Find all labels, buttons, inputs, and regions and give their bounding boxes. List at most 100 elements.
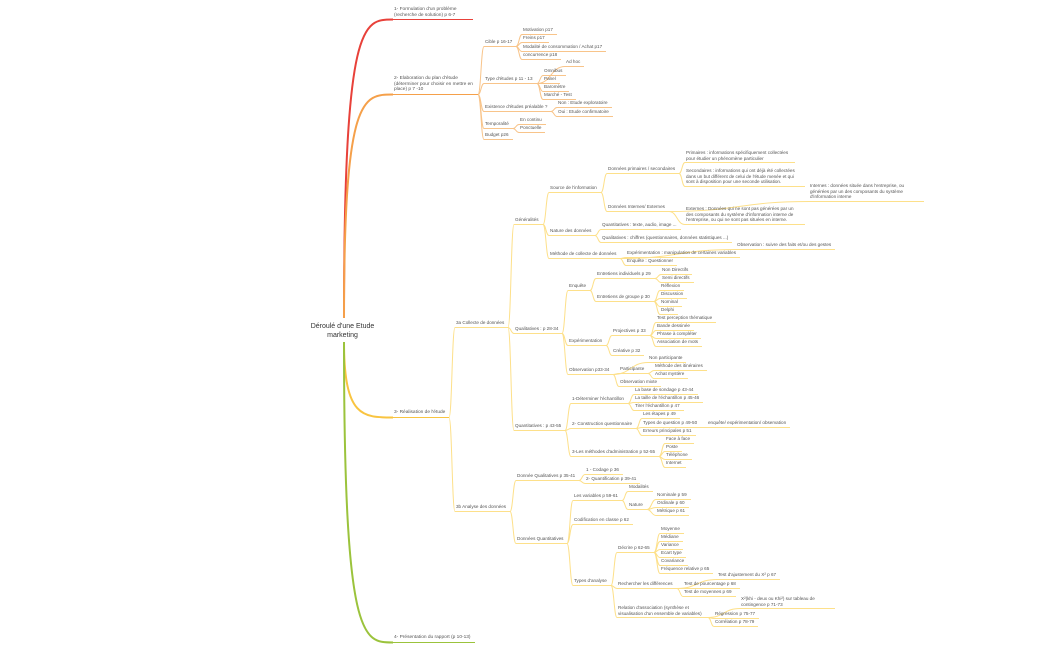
- node-internes-donne-es-situe-e-dans-l-entrepr[interactable]: Internes : données située dans l'entrepr…: [809, 183, 924, 202]
- node-tirer-l-e-chantillon-p-47[interactable]: Tirer l'échantillon p 47: [634, 403, 684, 411]
- node-entretiens-de-groupe-p-30[interactable]: Entretiens de groupe p 30: [596, 294, 654, 302]
- node-me-trique-p-61[interactable]: Métrique p 61: [656, 508, 690, 516]
- node-achat-myste-re[interactable]: Achat mystère: [654, 371, 689, 379]
- node-nominal[interactable]: Nominal: [660, 299, 682, 307]
- node-freins-p17[interactable]: Freins p17: [522, 35, 549, 43]
- node-2-construction-questionnaire[interactable]: 2- Construction questionnaire: [571, 421, 637, 429]
- node-phrase-a-comple-ter[interactable]: Phrase à compléter: [656, 331, 701, 339]
- node-de-crire-p-62-65[interactable]: Décrire p 62-65: [617, 545, 654, 553]
- node-concurrence-p18[interactable]: concurrence p18: [522, 52, 562, 60]
- node-moyenne[interactable]: Moyenne: [660, 526, 684, 534]
- node-existence-d-e-tudes-pre-alable[interactable]: Existence d'études préalable ?: [484, 104, 552, 112]
- node-externes-donne-es-qui-ne-sont-pas-ge-ne-[interactable]: Externes : Données qui ne sont pas génér…: [685, 206, 805, 225]
- node-khi-deux-ou-khi-sur-tableau-de-contingen[interactable]: Χ²(khi - deux ou Khi²) sur tableau de co…: [740, 596, 835, 610]
- node-re-gression-p-75-77[interactable]: Régression p 75-77: [714, 611, 760, 619]
- node-non-etude-exploratoire[interactable]: Non : Etude exploratoire: [557, 100, 612, 108]
- node-observation-mixte[interactable]: Observation mixte: [619, 379, 662, 387]
- node-nature-des-donne-es[interactable]: Nature des données: [549, 228, 596, 236]
- node-me-thode-des-itine-raires[interactable]: Méthode des itinéraires: [654, 363, 707, 371]
- node-types-d-analyse[interactable]: Types d'analyse: [573, 578, 611, 586]
- node-test-perception-the-matique[interactable]: Test perception thématique: [656, 315, 717, 323]
- node-2-quantification-p-39-41[interactable]: 2- Quantification p 39-41: [585, 476, 641, 484]
- node-ge-ne-ralite-s[interactable]: Généralités: [514, 217, 543, 225]
- node-ordinale-p-60[interactable]: Ordinale p 60: [656, 500, 689, 508]
- node-oui-etude-confirmatoire[interactable]: Oui : Etude confirmatoire: [557, 109, 613, 117]
- node-expe-rimentation-manipulation-de-certain[interactable]: Expérimentation : manipulation de certai…: [626, 250, 741, 258]
- node-1-codage-p-36[interactable]: 1 - Codage p 36: [585, 467, 623, 475]
- node-3-re-alisation-de-l-e-tude[interactable]: 3- Réalisation de l'étude: [393, 410, 450, 418]
- node-3b-analyse-des-donne-es[interactable]: 3b Analyse des données: [455, 504, 511, 512]
- node-cible-p-16-17[interactable]: Cible p 16-17: [484, 39, 517, 47]
- node-donne-es-quantitatives[interactable]: Données Quantitatives: [516, 536, 568, 544]
- node-non-participante[interactable]: Non participante: [648, 355, 687, 363]
- node-4-pre-sentation-du-rapport-p-10-13[interactable]: 4- Présentation du rapport (p 10-13): [393, 635, 475, 643]
- node-1-formulation-d-un-proble-me-recherche-d[interactable]: 1- Formulation d'un problème (recherche …: [393, 7, 473, 21]
- node-test-de-moyennes-p-69[interactable]: Test de moyennes p 69: [683, 589, 736, 597]
- node-omnibus[interactable]: Omnibus: [543, 68, 567, 76]
- node-la-base-de-sondage-p-43-44[interactable]: La base de sondage p 43-44: [634, 387, 698, 395]
- node-corre-lation-p-78-79[interactable]: Corrélation p 78-79: [714, 619, 759, 627]
- node-1-de-terminer-l-e-chantillon[interactable]: 1-Déterminer l'échantillon: [571, 396, 628, 404]
- node-re-flexion[interactable]: Réflexion: [660, 283, 685, 291]
- node-relation-d-association-synthe-se-et-visu[interactable]: Relation d'association (synthèse et visu…: [617, 605, 708, 619]
- node-cre-ative-p-32[interactable]: Créative p 32: [612, 348, 645, 356]
- node-poste[interactable]: Poste: [665, 444, 682, 452]
- node-enque-te[interactable]: Enquête: [568, 283, 591, 291]
- node-qualitatives-chiffres-questionnaires-don[interactable]: Qualitatives : chiffres (questionnaires,…: [601, 235, 733, 243]
- node-quantitatives-p-43-55[interactable]: Quantitatives : p 43-55: [514, 423, 566, 431]
- node-modalite-de-consommation-achat-p17[interactable]: Modalité de consommation / Achat p17: [522, 44, 607, 52]
- node-rechercher-les-diffe-rences[interactable]: Rechercher les différences: [617, 581, 677, 589]
- node-test-d-ajustement-du-p-67[interactable]: Test d'ajustement du Χ² p 67: [717, 572, 781, 580]
- node-en-continu[interactable]: En continu: [519, 117, 546, 125]
- node-primaires-informations-spe-cifiquement-c[interactable]: Primaires : informations spécifiquement …: [685, 150, 795, 164]
- node-enque-te-expe-rimentation-observation[interactable]: enquête/ expérimentation/ observation: [707, 420, 791, 428]
- node-les-e-tapes-p-49[interactable]: Les étapes p 49: [642, 411, 680, 419]
- node-non-directifs[interactable]: Non Directifs: [661, 267, 693, 275]
- node-motivation-p17[interactable]: Motivation p17: [522, 27, 557, 35]
- node-3-les-me-thodes-d-administration-p-52-55[interactable]: 3-Les méthodes d'administration p 52-55: [571, 449, 660, 457]
- node-codification-en-classe-p-62[interactable]: Codification en classe p 62: [573, 517, 633, 525]
- node-donne-es-primaires-secondaires[interactable]: Données primaires / secondaires: [607, 166, 680, 174]
- node-ad-hoc[interactable]: Ad hoc: [565, 59, 585, 67]
- node-nature[interactable]: Nature: [628, 502, 647, 510]
- node-temporalite[interactable]: Temporalité: [484, 121, 513, 129]
- node-me-diane[interactable]: Médiane: [660, 534, 683, 542]
- node-test-de-pourcentage-p-68[interactable]: Test de pourcentage p 68: [683, 581, 740, 589]
- node-types-de-question-p-49-50[interactable]: Types de question p 49-50: [642, 420, 702, 428]
- node-observation-p33-34[interactable]: Observation p33-34: [568, 367, 614, 375]
- node-nominale-p-59[interactable]: Nominale p 59: [656, 492, 691, 500]
- node-secondaires-informations-qui-ont-de-ja-e[interactable]: Secondaires : informations qui ont déjà …: [685, 168, 805, 187]
- node-erreurs-principales-p-51[interactable]: Erreurs principales p 51: [642, 428, 696, 436]
- node-ecart-type[interactable]: Ecart type: [660, 550, 686, 558]
- node-donne-es-internes-externes[interactable]: Données Internes/ Externes: [607, 204, 669, 212]
- node-te-le-phone[interactable]: Téléphone: [665, 452, 692, 460]
- node-quantitatives-texte-audio-image[interactable]: Quantitatives : texte, audio, image ...: [601, 222, 681, 230]
- node-entretiens-individuels-p-29[interactable]: Entretiens individuels p 29: [596, 271, 655, 279]
- node-me-thode-de-collecte-de-donne-es[interactable]: Méthode de collecte de données: [549, 251, 621, 259]
- node-expe-rimentation[interactable]: Expérimentation: [568, 338, 607, 346]
- node-modalite-s[interactable]: Modalités: [628, 484, 653, 492]
- node-type-d-e-tudes-p-11-13[interactable]: Type d'études p 11 - 13: [484, 76, 537, 84]
- node-bande-dessine-e[interactable]: Bande dessinée: [656, 323, 694, 331]
- node-2-elaboration-du-plan-d-e-tude-de-termin[interactable]: 2- Elaboration du plan d'étude (détermin…: [393, 76, 478, 95]
- root-topic[interactable]: Déroulé d'une Etude marketing: [310, 323, 375, 339]
- node-enque-te-questionner[interactable]: Enquête : Questionner: [626, 258, 677, 266]
- node-discussion[interactable]: Discussion: [660, 291, 688, 299]
- node-covariance[interactable]: Covariance: [660, 558, 689, 566]
- node-la-taille-de-l-e-chantillon-p-45-46[interactable]: La taille de l'échantillon p 45-46: [634, 395, 704, 403]
- node-panel[interactable]: Panel: [543, 76, 560, 84]
- node-source-de-l-information[interactable]: Source de l'information: [549, 185, 601, 193]
- node-donne-e-qualitatives-p-35-41[interactable]: Donnée Qualitatives p 35-41: [516, 473, 580, 481]
- node-delphi[interactable]: Delphi: [660, 307, 679, 315]
- node-projectives-p-33[interactable]: Projectives p 33: [612, 328, 650, 336]
- node-marche-test[interactable]: Marché - Test: [543, 92, 576, 100]
- node-observation-suivre-des-faits-et-ou-des-g[interactable]: Observation : suivre des faits et/ou des…: [736, 242, 836, 250]
- node-qualitatives-p-28-34[interactable]: Qualitatives : p 28-34: [514, 326, 563, 334]
- node-ponctuelle[interactable]: Ponctuelle: [519, 125, 546, 133]
- node-internet[interactable]: Internet: [665, 460, 686, 468]
- node-participante[interactable]: Participante: [619, 366, 649, 374]
- node-association-de-mots[interactable]: Association de mots: [656, 339, 703, 347]
- node-face-a-face[interactable]: Face à face: [665, 436, 695, 444]
- node-les-variables-p-59-61[interactable]: Les variables p 59-61: [573, 493, 622, 501]
- node-barome-tre[interactable]: Baromètre: [543, 84, 570, 92]
